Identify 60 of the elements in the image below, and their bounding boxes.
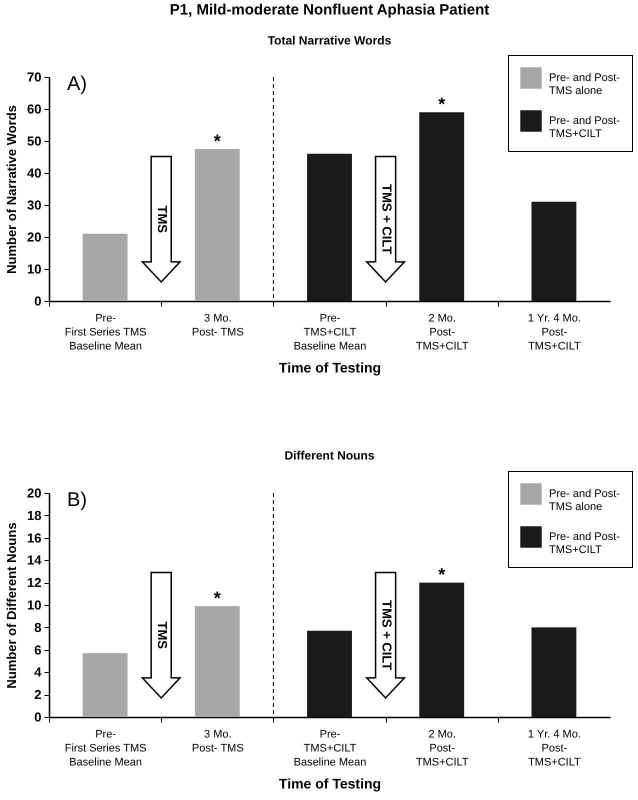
y-tick-label: 20 [27, 230, 42, 244]
legend-label: Pre- and Post- TMS alone [549, 488, 620, 513]
bar [82, 234, 128, 301]
x-tick-label: Pre- TMS+CILT Baseline Mean [294, 312, 366, 352]
x-axis-title: Time of Testing [278, 776, 382, 792]
legend-label: Pre- and Post- TMS+CILT [549, 531, 620, 556]
annotation: * [438, 564, 446, 585]
bar [419, 582, 464, 717]
annotation: * [214, 131, 221, 151]
annotation: * [438, 94, 446, 114]
y-tick-label: 50 [27, 134, 42, 148]
y-tick-label: 16 [27, 530, 42, 546]
annotation: TMS [155, 206, 170, 234]
y-tick-label: 10 [27, 262, 42, 276]
bar [531, 627, 576, 717]
y-tick-label: 2 [34, 687, 42, 702]
y-tick-label: 40 [27, 166, 42, 180]
chart-subtitle: Total Narrative Words [268, 34, 392, 48]
x-tick-label: 2 Mo. Post- TMS+CILT [416, 728, 469, 768]
y-tick-label: 60 [27, 102, 42, 116]
y-tick-label: 0 [34, 710, 42, 724]
x-tick-label: 1 Yr. 4 Mo. Post- TMS+CILT [528, 312, 582, 352]
annotation: A) [67, 73, 87, 95]
y-tick-label: 20 [27, 486, 42, 500]
bar [307, 630, 352, 717]
y-tick-label: 0 [34, 294, 42, 308]
annotation: TMS + CILT [380, 184, 395, 254]
y-tick-label: 70 [27, 70, 42, 84]
x-tick-label: 2 Mo. Post- TMS+CILT [416, 312, 469, 352]
x-tick-label: 3 Mo. Post- TMS [192, 728, 244, 754]
y-tick-label: 8 [34, 620, 42, 635]
chart-title: Different Nouns [284, 448, 375, 462]
y-tick-label: 10 [27, 598, 42, 612]
annotation: TMS [155, 622, 170, 650]
x-tick-label: Pre- First Series TMS Baseline Mean [64, 312, 146, 352]
y-tick-label: 18 [27, 508, 42, 523]
bar [194, 606, 240, 717]
chart-title: P1, Mild-moderate Nonfluent Aphasia Patient [170, 2, 490, 18]
x-tick-label: 1 Yr. 4 Mo. Post- TMS+CILT [528, 728, 582, 768]
y-tick-label: 6 [34, 642, 42, 658]
annotation: TMS + CILT [380, 600, 395, 670]
y-axis-title: Number of Different Nouns [4, 522, 20, 689]
bar [194, 149, 240, 301]
x-tick-label: Pre- TMS+CILT Baseline Mean [294, 728, 366, 768]
legend-label: Pre- and Post- TMS+CILT [549, 115, 620, 140]
y-tick-label: 12 [27, 575, 42, 590]
legend-label: Pre- and Post- TMS alone [549, 72, 620, 97]
bar [419, 112, 464, 301]
y-tick-label: 30 [27, 198, 42, 212]
annotation: * [214, 588, 221, 608]
annotation: B) [67, 489, 87, 511]
x-axis-title: Time of Testing [278, 360, 382, 376]
y-axis-title: Number of Narrative Words [4, 105, 20, 274]
bar [82, 653, 128, 717]
bar [531, 202, 576, 301]
x-tick-label: Pre- First Series TMS Baseline Mean [64, 728, 146, 768]
y-tick-label: 4 [34, 664, 42, 680]
x-tick-label: 3 Mo. Post- TMS [192, 312, 244, 338]
y-tick-label: 14 [27, 552, 42, 568]
bar [307, 154, 352, 301]
